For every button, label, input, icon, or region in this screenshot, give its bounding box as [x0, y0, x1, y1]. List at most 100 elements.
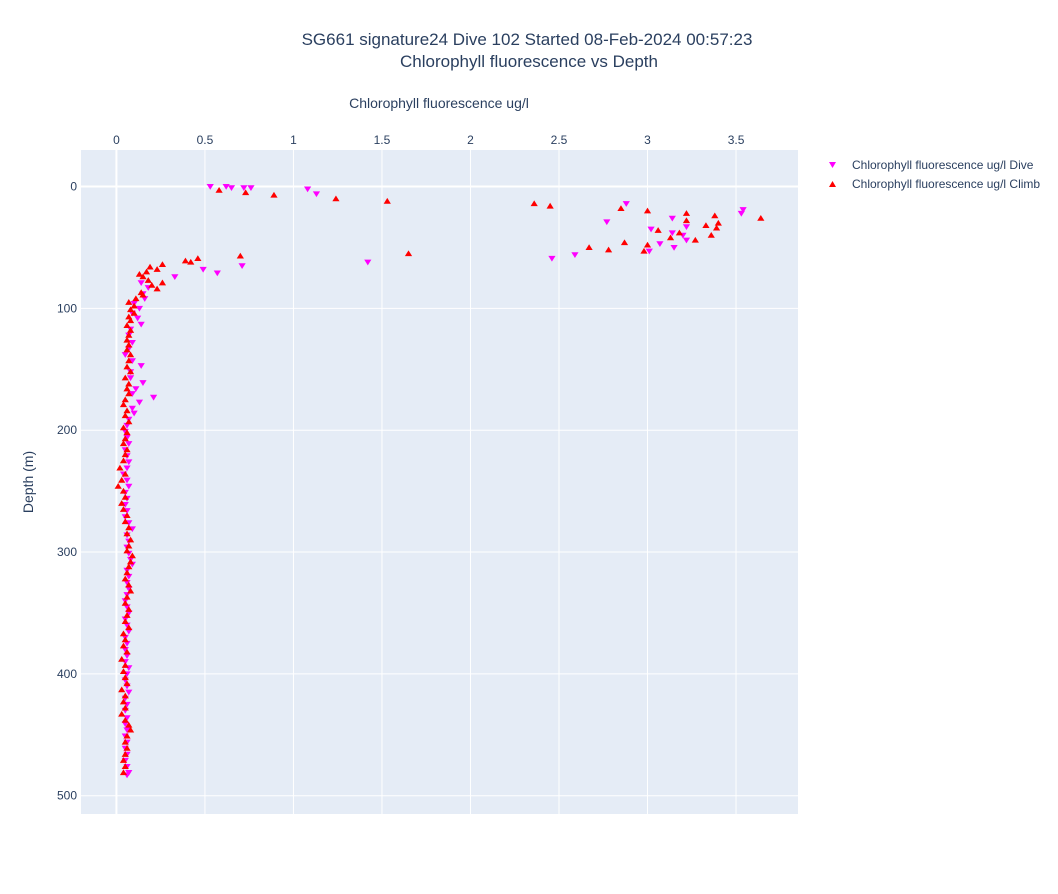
data-point[interactable]	[123, 727, 131, 734]
data-point[interactable]	[123, 648, 131, 655]
data-point[interactable]	[123, 653, 131, 659]
data-point[interactable]	[135, 271, 144, 277]
data-point[interactable]	[123, 363, 131, 370]
data-point[interactable]	[123, 593, 131, 600]
data-point[interactable]	[125, 341, 133, 348]
data-point[interactable]	[222, 184, 230, 190]
data-point[interactable]	[181, 257, 190, 264]
data-point[interactable]	[121, 599, 129, 606]
data-point[interactable]	[125, 418, 133, 425]
data-point[interactable]	[118, 476, 126, 483]
data-point[interactable]	[571, 252, 579, 259]
data-point[interactable]	[123, 465, 131, 472]
data-point[interactable]	[123, 604, 131, 611]
data-point[interactable]	[119, 642, 128, 649]
data-point[interactable]	[121, 716, 129, 723]
data-point[interactable]	[132, 295, 140, 302]
data-point[interactable]	[171, 274, 179, 280]
data-point[interactable]	[617, 205, 625, 212]
data-point[interactable]	[546, 202, 554, 209]
data-point[interactable]	[682, 217, 691, 224]
data-point[interactable]	[158, 261, 167, 268]
data-point[interactable]	[128, 358, 136, 365]
data-point[interactable]	[125, 524, 133, 531]
data-point[interactable]	[125, 441, 133, 447]
data-point[interactable]	[647, 226, 655, 233]
data-point[interactable]	[135, 305, 144, 312]
data-point[interactable]	[128, 339, 136, 346]
data-point[interactable]	[125, 299, 133, 305]
data-point[interactable]	[121, 738, 129, 745]
data-point[interactable]	[682, 224, 691, 230]
data-point[interactable]	[123, 385, 131, 392]
data-point[interactable]	[126, 558, 135, 565]
data-point[interactable]	[304, 186, 312, 193]
data-point[interactable]	[132, 386, 140, 393]
data-point[interactable]	[125, 357, 133, 364]
data-point[interactable]	[121, 692, 129, 699]
data-point[interactable]	[119, 440, 128, 447]
data-point[interactable]	[119, 506, 128, 512]
data-point[interactable]	[125, 628, 133, 635]
data-point[interactable]	[141, 296, 149, 302]
data-point[interactable]	[121, 618, 129, 625]
data-point[interactable]	[236, 252, 244, 259]
data-point[interactable]	[757, 214, 765, 221]
data-point[interactable]	[670, 244, 678, 251]
data-point[interactable]	[737, 210, 745, 217]
data-point[interactable]	[123, 680, 131, 687]
data-point[interactable]	[666, 234, 675, 241]
data-point[interactable]	[206, 184, 214, 190]
data-point[interactable]	[146, 263, 154, 270]
data-point[interactable]	[714, 219, 722, 226]
data-point[interactable]	[126, 327, 135, 333]
data-point[interactable]	[121, 470, 129, 477]
data-point[interactable]	[270, 191, 278, 198]
data-point[interactable]	[119, 668, 128, 674]
data-point[interactable]	[126, 536, 135, 543]
data-point[interactable]	[119, 401, 128, 408]
data-point[interactable]	[383, 197, 391, 204]
data-point[interactable]	[123, 732, 131, 739]
data-point[interactable]	[137, 363, 145, 369]
data-point[interactable]	[121, 451, 129, 458]
data-point[interactable]	[125, 624, 133, 631]
data-point[interactable]	[712, 224, 721, 231]
data-point[interactable]	[121, 721, 129, 728]
data-point[interactable]	[194, 255, 202, 261]
data-point[interactable]	[123, 407, 131, 414]
data-point[interactable]	[139, 380, 147, 386]
data-point[interactable]	[121, 575, 129, 582]
data-point[interactable]	[123, 579, 131, 586]
data-point[interactable]	[125, 573, 133, 580]
data-point[interactable]	[125, 459, 133, 466]
data-point[interactable]	[121, 396, 129, 403]
data-point[interactable]	[126, 587, 135, 594]
data-point[interactable]	[238, 263, 246, 269]
data-point[interactable]	[126, 351, 135, 358]
data-point[interactable]	[130, 302, 138, 309]
data-point[interactable]	[404, 250, 413, 257]
data-point[interactable]	[603, 219, 611, 226]
data-point[interactable]	[123, 429, 131, 436]
data-point[interactable]	[123, 547, 131, 554]
data-point[interactable]	[125, 581, 133, 588]
data-point[interactable]	[640, 247, 648, 254]
data-point[interactable]	[645, 248, 653, 255]
data-point[interactable]	[126, 375, 135, 382]
data-point[interactable]	[149, 394, 158, 401]
data-point[interactable]	[121, 352, 129, 358]
data-point[interactable]	[121, 374, 129, 381]
data-point[interactable]	[548, 255, 556, 262]
data-point[interactable]	[139, 291, 147, 298]
data-point[interactable]	[125, 563, 133, 570]
data-point[interactable]	[123, 622, 131, 629]
legend-item-dive[interactable]: Chlorophyll fluorescence ug/l Dive	[829, 158, 1034, 172]
data-point[interactable]	[121, 751, 129, 757]
data-point[interactable]	[121, 636, 129, 643]
data-point[interactable]	[585, 244, 593, 250]
data-point[interactable]	[707, 232, 715, 238]
data-point[interactable]	[123, 446, 131, 453]
data-point[interactable]	[530, 200, 538, 207]
data-point[interactable]	[137, 280, 145, 287]
